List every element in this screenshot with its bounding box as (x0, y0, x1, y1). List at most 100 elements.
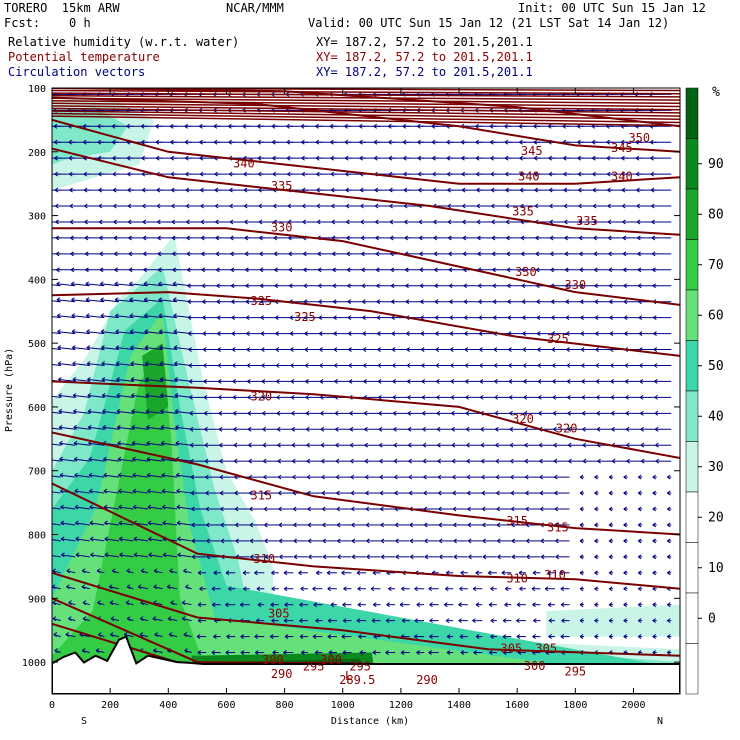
colorbar-swatch (686, 442, 698, 493)
colorbar-swatch (686, 644, 698, 695)
contour-label: 340 (611, 169, 633, 183)
contour-label: 340 (233, 157, 255, 171)
contour-label: 315 (250, 488, 272, 502)
contour-label: 295 (349, 659, 371, 673)
colorbar: 0102030405060708090 (686, 88, 724, 694)
x-end-label-right: N (657, 716, 663, 727)
y-tick-label: 200 (28, 148, 46, 159)
circulation-vector-head (46, 521, 49, 525)
colorbar-swatch (686, 88, 698, 139)
contour-label: 320 (250, 390, 272, 404)
circulation-vector-head (44, 361, 47, 365)
circulation-vector-head (45, 457, 48, 461)
circulation-vector-head (45, 425, 48, 429)
x-tick-label: 1800 (563, 700, 587, 711)
x-tick-label: 600 (217, 700, 235, 711)
contour-label: 345 (611, 141, 633, 155)
circulation-vector-head (39, 124, 42, 128)
colorbar-swatch (686, 543, 698, 594)
contour-label: 335 (271, 179, 293, 193)
y-tick-label: 100 (28, 84, 46, 95)
colorbar-tick-label: 0 (708, 611, 716, 626)
y-tick-label: 900 (28, 594, 46, 605)
circulation-vector-head (41, 188, 44, 192)
circulation-vector-head (46, 489, 49, 493)
contour-label: 295 (303, 659, 325, 673)
colorbar-swatch (686, 139, 698, 190)
x-end-label-left: S (81, 716, 87, 727)
circulation-vector-head (39, 108, 42, 112)
colorbar-tick-label: 10 (708, 561, 724, 576)
x-tick-label: 800 (276, 700, 294, 711)
contour-label: 305 (535, 642, 557, 656)
contour-label: 315 (547, 520, 569, 534)
x-tick-label: 1200 (389, 700, 413, 711)
contour-label: 290 (416, 673, 438, 687)
circulation-vector-head (46, 505, 49, 509)
x-axis-label: Distance (km) (331, 716, 409, 727)
contour-label: 325 (547, 332, 569, 346)
contour-label: 335 (576, 214, 598, 228)
circulation-vector-head (41, 204, 44, 208)
circulation-vector-head (44, 393, 47, 397)
contour-label: 340 (518, 169, 540, 183)
contour-label: 320 (512, 412, 534, 426)
contour-label: 330 (515, 265, 537, 279)
circulation-vector-head (47, 537, 50, 541)
colorbar-swatch (686, 593, 698, 644)
circulation-vector-head (44, 377, 47, 381)
x-tick-label: 1400 (447, 700, 471, 711)
contour-label: 325 (250, 294, 272, 308)
x-tick-label: 0 (49, 700, 55, 711)
x-tick-label: 200 (101, 700, 119, 711)
contour-label: 330 (271, 221, 293, 235)
colorbar-swatch (686, 492, 698, 543)
colorbar-unit: % (712, 85, 720, 100)
colorbar-swatch (686, 391, 698, 442)
x-tick-label: 1600 (505, 700, 529, 711)
colorbar-swatch (686, 290, 698, 341)
low-marker: L (345, 669, 352, 683)
circulation-vector-head (42, 252, 45, 256)
y-tick-label: 1000 (22, 658, 46, 669)
circulation-vector-head (45, 441, 48, 445)
circulation-vector-head (41, 236, 44, 240)
contour-label: 305 (501, 642, 523, 656)
colorbar-tick-label: 50 (708, 359, 724, 374)
colorbar-tick-label: 70 (708, 258, 724, 273)
contour-label: 315 (506, 514, 528, 528)
y-tick-label: 300 (28, 212, 46, 223)
contour-label: 310 (253, 552, 275, 566)
contour-label: 335 (512, 205, 534, 219)
y-tick-label: 700 (28, 467, 46, 478)
contour-label: 325 (294, 310, 316, 324)
colorbar-tick-label: 90 (708, 157, 724, 172)
contour-label: 330 (564, 278, 586, 292)
circulation-vector-head (42, 298, 45, 302)
circulation-vector-head (47, 553, 50, 557)
circulation-vector-head (43, 330, 46, 334)
colorbar-swatch (686, 189, 698, 240)
x-tick-label: 2000 (621, 700, 645, 711)
circulation-vector-head (40, 140, 43, 144)
y-tick-label: 800 (28, 531, 46, 542)
contour-label: 300 (524, 659, 546, 673)
contour-label: 310 (544, 568, 566, 582)
circulation-vector-head (42, 268, 45, 272)
contour-label: 290 (271, 667, 293, 681)
y-axis-label: Pressure (hPa) (4, 348, 15, 432)
contour-label: 295 (564, 665, 586, 679)
colorbar-swatch (686, 341, 698, 392)
y-tick-label: 500 (28, 339, 46, 350)
colorbar-tick-label: 20 (708, 510, 724, 525)
contour-label: 305 (268, 606, 290, 620)
y-tick-label: 600 (28, 403, 46, 414)
contour-label: 310 (506, 571, 528, 585)
colorbar-tick-label: 40 (708, 409, 724, 424)
colorbar-tick-label: 60 (708, 308, 724, 323)
circulation-vector-head (43, 314, 46, 318)
colorbar-tick-label: 80 (708, 207, 724, 222)
x-tick-label: 1000 (331, 700, 355, 711)
contour-label: 320 (556, 421, 578, 435)
